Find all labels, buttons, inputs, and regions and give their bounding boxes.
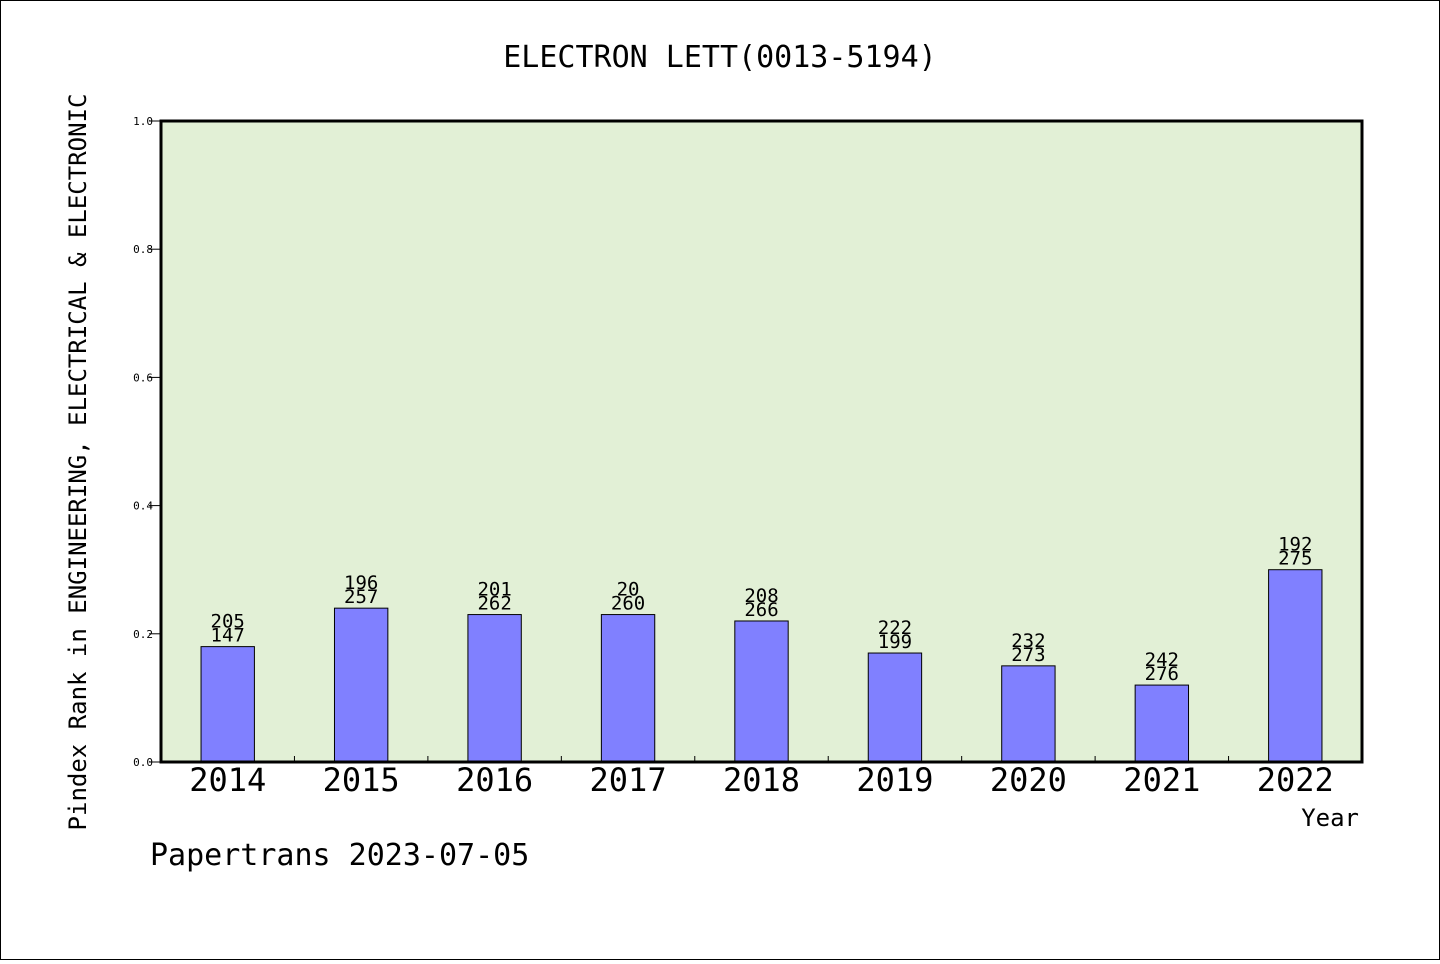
bar-2022 [1268,569,1323,763]
bar-label-bottom: 260 [611,593,645,615]
bar-2016 [467,614,522,763]
y-tick-label: 0.6 [133,371,153,384]
chart-title: ELECTRON LETT(0013-5194) [503,40,936,75]
bar-label-bottom: 147 [211,625,245,647]
x-tick-label: 2022 [1257,761,1334,799]
y-tick-label: 0.0 [133,756,153,769]
bar-label-top: 192 [1278,534,1312,556]
bar-2017 [600,614,656,763]
x-tick-label: 2018 [723,761,800,799]
bar-label-top: 205 [211,611,245,633]
y-axis-label: Pindex Rank in ENGINEERING, ELECTRICAL &… [64,94,92,831]
bar-label-top: 20 [617,579,640,601]
bar-label-bottom: 199 [878,631,912,653]
bar-label-top: 208 [744,585,778,607]
bar-label-top: 222 [878,617,912,639]
bar-2019 [867,652,923,763]
bar-label-top: 232 [1011,630,1045,652]
y-tick-label: 1.0 [133,115,153,128]
x-tick-label: 2021 [1123,761,1200,799]
bar-label-top: 201 [477,579,511,601]
bar-2015 [333,607,389,763]
x-axis-label: Year [1301,804,1359,832]
bar-label-bottom: 262 [477,593,511,615]
bar-label-bottom: 266 [744,599,778,621]
y-tick-label: 0.4 [133,500,153,513]
bar-2014 [200,646,255,763]
bar-label-top: 196 [344,572,378,594]
bar-label-bottom: 276 [1145,663,1179,685]
bar-label-bottom: 257 [344,586,378,608]
plot-border [159,119,1364,764]
bar-label-bottom: 273 [1011,644,1045,666]
bar-label-bottom: 275 [1278,548,1312,570]
footer-credit: Papertrans 2023-07-05 [150,838,529,873]
y-tick-label: 0.8 [133,243,153,256]
x-tick-label: 2014 [189,761,266,799]
bar-2021 [1134,684,1190,763]
y-tick-label: 0.2 [133,628,153,641]
x-tick-label: 2019 [856,761,933,799]
x-tick-label: 2020 [990,761,1067,799]
bar-2018 [734,620,789,763]
bar-label-top: 242 [1145,649,1179,671]
x-tick-label: 2015 [323,761,400,799]
bar-2020 [1001,665,1056,763]
x-tick-label: 2017 [590,761,667,799]
x-tick-label: 2016 [456,761,533,799]
